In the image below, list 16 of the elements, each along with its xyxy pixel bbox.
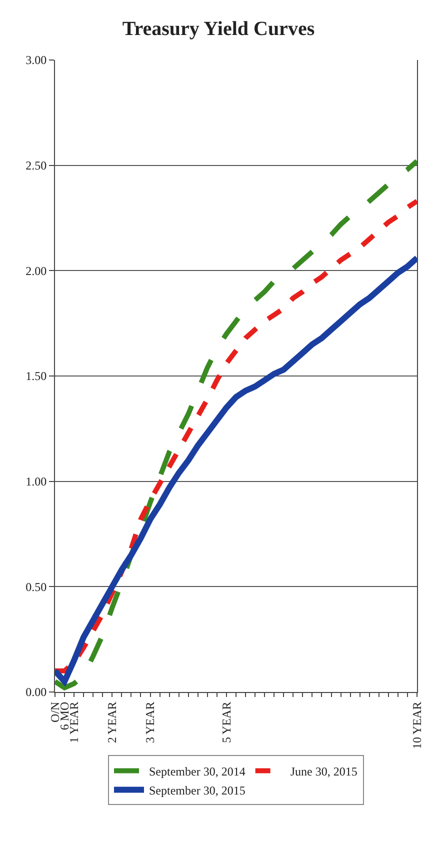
y-tick-label: 1.00 [26, 474, 47, 489]
y-tick-label: 1.50 [26, 369, 47, 384]
legend-label: June 30, 2015 [290, 764, 358, 778]
x-tick-label: O/N [48, 701, 62, 722]
y-tick-label: 3.00 [26, 53, 47, 68]
y-tick-label: 0.50 [26, 580, 47, 594]
y-tick-label: 0.00 [26, 685, 47, 700]
y-tick-label: 2.50 [26, 158, 47, 173]
x-tick-label: 10 YEAR [410, 702, 424, 750]
y-tick-label: 2.00 [26, 264, 47, 278]
legend-label: September 30, 2014 [149, 764, 246, 778]
x-tick-label: 2 YEAR [105, 702, 120, 744]
x-tick-label: 3 YEAR [143, 702, 158, 744]
legend-label: September 30, 2015 [149, 783, 246, 798]
x-tick-label: 5 YEAR [219, 702, 234, 744]
chart-title: Treasury Yield Curves [122, 18, 315, 40]
